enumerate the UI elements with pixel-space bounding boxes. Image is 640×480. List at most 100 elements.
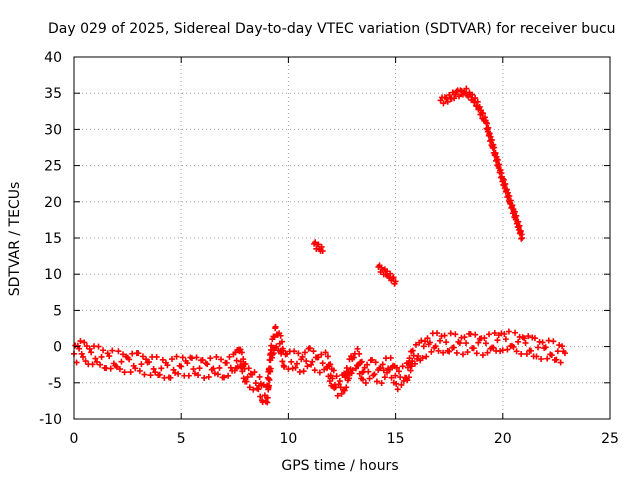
data-point — [92, 355, 99, 362]
data-point — [156, 371, 163, 378]
data-point — [109, 347, 116, 354]
data-point — [407, 367, 414, 374]
data-point — [456, 340, 463, 347]
data-point — [172, 369, 179, 376]
data-point — [476, 103, 483, 110]
data-point — [146, 358, 153, 365]
data-point — [388, 374, 395, 381]
data-point — [207, 355, 214, 362]
data-point — [437, 97, 444, 104]
data-point — [415, 353, 422, 360]
data-point — [338, 390, 345, 397]
data-point — [422, 338, 429, 345]
data-point — [257, 393, 264, 400]
data-point — [469, 91, 476, 98]
data-point — [318, 351, 325, 358]
data-point — [451, 95, 458, 102]
y-axis-label: SDTVAR / TECUs — [7, 182, 23, 297]
data-point — [444, 98, 451, 105]
data-point — [446, 348, 453, 355]
data-point — [470, 345, 477, 352]
data-point — [319, 360, 326, 367]
y-tick-label: 30 — [44, 122, 62, 138]
data-point — [456, 93, 463, 100]
data-point — [394, 386, 401, 393]
data-point — [419, 355, 426, 362]
data-point — [494, 156, 501, 163]
data-point — [390, 274, 397, 281]
data-point — [515, 338, 522, 345]
data-point — [310, 348, 317, 355]
data-point — [461, 334, 468, 341]
data-point — [324, 353, 331, 360]
data-point — [432, 343, 439, 350]
data-point — [81, 339, 88, 346]
data-point — [279, 358, 286, 365]
data-point — [515, 218, 522, 225]
data-point — [213, 353, 220, 360]
data-point — [318, 243, 325, 250]
data-point — [204, 361, 211, 368]
x-tick-label: 5 — [177, 431, 186, 447]
x-axis-label: GPS time / hours — [281, 458, 398, 474]
y-tick-label: 40 — [44, 50, 62, 66]
data-point — [519, 235, 526, 241]
data-point — [175, 370, 182, 377]
data-point — [350, 354, 357, 361]
data-point — [330, 367, 337, 374]
data-point — [277, 332, 284, 339]
data-point — [483, 119, 490, 126]
data-point — [492, 149, 499, 156]
data-point — [311, 367, 318, 374]
data-point — [218, 356, 225, 363]
data-point — [393, 380, 400, 387]
data-point — [553, 356, 560, 363]
data-point — [500, 176, 507, 183]
data-point — [118, 358, 125, 365]
data-point — [392, 278, 399, 285]
data-point — [523, 351, 530, 358]
data-point — [343, 365, 350, 371]
data-point — [349, 367, 356, 374]
data-point — [251, 369, 258, 376]
data-point — [428, 348, 435, 355]
data-point — [82, 358, 89, 365]
data-point — [120, 351, 127, 358]
data-point — [78, 350, 85, 357]
data-point — [506, 193, 513, 199]
y-tick-label: 5 — [53, 303, 62, 319]
data-point — [435, 347, 442, 354]
data-point — [372, 359, 379, 366]
data-point — [486, 130, 493, 137]
data-point — [491, 144, 498, 151]
data-point — [303, 358, 310, 365]
data-point — [93, 358, 100, 365]
data-point — [159, 356, 166, 363]
data-point — [195, 372, 202, 379]
data-point — [521, 335, 528, 342]
data-point — [371, 371, 378, 378]
data-point — [420, 343, 427, 350]
data-point — [387, 354, 394, 361]
y-tick-label: 15 — [44, 231, 62, 247]
data-point — [214, 371, 221, 378]
data-point — [73, 359, 80, 366]
data-point — [399, 363, 406, 370]
data-point — [464, 349, 471, 356]
series-main-band — [71, 323, 568, 406]
data-point — [398, 381, 405, 388]
data-point — [463, 340, 470, 347]
data-point — [226, 353, 233, 360]
data-point — [179, 354, 186, 361]
data-point — [502, 180, 509, 187]
data-point — [107, 365, 114, 372]
data-point — [513, 212, 520, 219]
data-point — [88, 349, 95, 356]
data-point — [225, 372, 232, 379]
data-point — [452, 91, 459, 98]
data-point — [443, 339, 450, 346]
data-point — [452, 331, 459, 338]
data-point — [409, 347, 416, 354]
series-segment-11h — [311, 239, 326, 255]
